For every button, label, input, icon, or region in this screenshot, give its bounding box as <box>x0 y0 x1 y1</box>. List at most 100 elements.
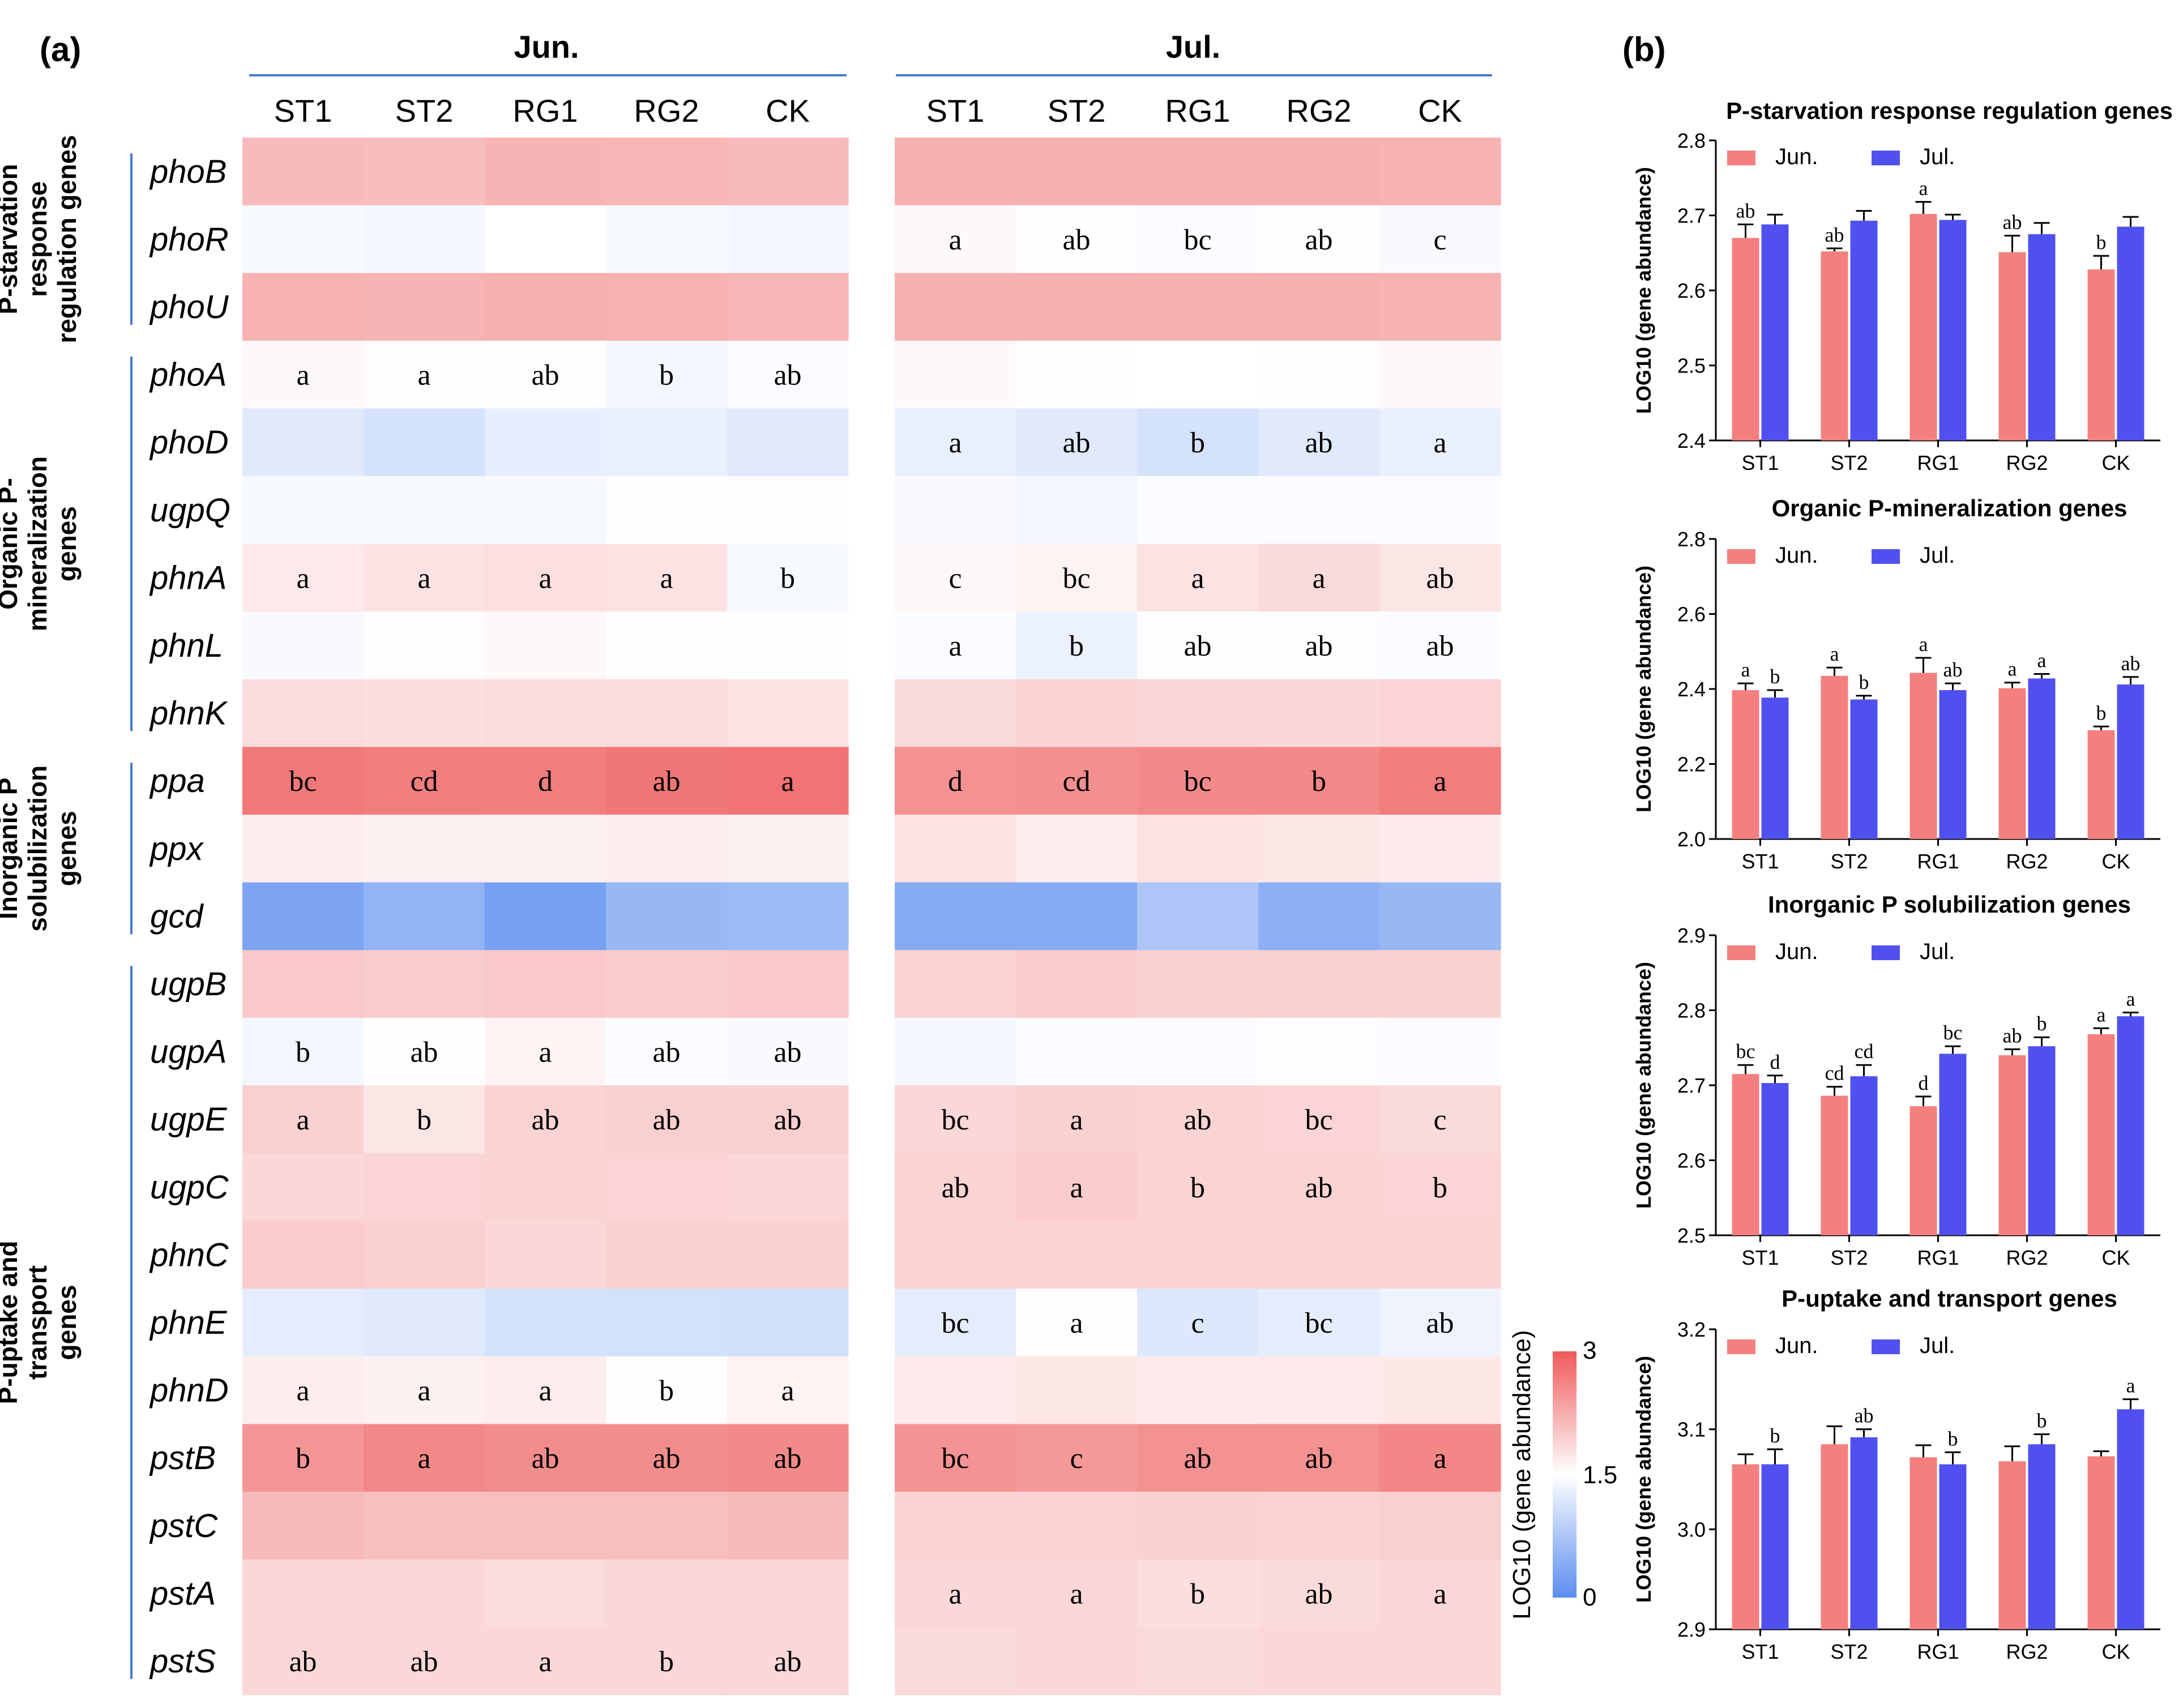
heatmap-cell-phoD-RG1 <box>1137 408 1259 477</box>
bar-chart-title: P-starvation response regulation genes <box>1726 97 2173 124</box>
heatmap-cell-phnA-RG2 <box>606 543 728 612</box>
heatmap-cell-phnL-ST2 <box>1016 611 1138 680</box>
significance-letter: bc <box>289 765 317 798</box>
gene-label-phoB: phoB <box>149 153 227 190</box>
bar-Jul.-ST2 <box>1850 1076 1878 1235</box>
x-tick-label: ST2 <box>1830 451 1868 474</box>
bar-chart-4: P-uptake and transport genes LOG10 (gene … <box>1632 1285 2160 1663</box>
heatmap-cell-phnC-ST1 <box>242 1221 364 1289</box>
heatmap-cell-gcd-ST1 <box>242 882 364 951</box>
heatmap-cell-ugpA-ST1 <box>242 1017 364 1086</box>
heatmap-cell-ppx-CK <box>727 815 849 883</box>
heatmap-cell-pstA-RG1 <box>1137 1559 1259 1628</box>
heatmap-cell-phoU-ST1 <box>242 273 364 341</box>
heatmap-cell-ugpQ-RG1 <box>1137 476 1259 545</box>
heatmap-cell-pstC-ST1 <box>242 1492 364 1560</box>
heatmap-cell-phnL-CK <box>727 611 849 680</box>
gene-label-phoA: phoA <box>149 357 227 393</box>
significance-letter: b <box>1190 1578 1205 1610</box>
bar-significance-letter: ab <box>1855 1405 1874 1427</box>
heatmap-cell-phnK-RG1 <box>1137 679 1259 747</box>
bar-charts: P-starvation response regulation genes LO… <box>1632 97 2173 1663</box>
bar-significance-letter: a <box>2008 658 2017 680</box>
significance-letter: a <box>539 1646 552 1678</box>
group-label-line: transport <box>23 1265 52 1380</box>
heatmap-cell-ugpQ-ST2 <box>1016 476 1138 545</box>
group-label-line: genes <box>52 506 82 581</box>
legend-label: Jun. <box>1775 1333 1818 1358</box>
significance-letter: ab <box>1305 1172 1332 1204</box>
significance-letter: cd <box>1062 765 1090 798</box>
significance-letter: a <box>781 765 794 798</box>
significance-letter: b <box>1190 427 1205 459</box>
heatmap-cell-pstB-ST2 <box>364 1424 485 1492</box>
heatmap-cell-pstB-CK <box>727 1424 849 1492</box>
gene-label-pstS: pstS <box>149 1643 216 1680</box>
heatmap-cell-ugpE-ST1 <box>895 1085 1016 1154</box>
heatmap-cell-phoB-RG2 <box>1258 138 1380 206</box>
bar-Jun.-ST2 <box>1821 251 1848 440</box>
heatmap-cell-phoR-ST1 <box>895 205 1016 273</box>
heatmap-cell-phnA-CK <box>1379 543 1501 612</box>
significance-letter: bc <box>1184 765 1211 798</box>
significance-letter: ab <box>1305 224 1332 256</box>
y-tick-label: 2.5 <box>1677 354 1706 378</box>
heatmap-cell-ugpC-CK <box>727 1153 849 1222</box>
heatmap-cell-phoA-ST1 <box>242 340 364 409</box>
gene-label-phnC: phnC <box>149 1236 229 1273</box>
bar-significance-letter: b <box>1770 1424 1780 1447</box>
significance-letter: a <box>949 630 962 662</box>
heatmap-cell-ugpA-ST2 <box>364 1017 485 1086</box>
heatmap-cell-ppa-RG2 <box>606 747 728 815</box>
y-tick-label: 2.7 <box>1677 1074 1706 1097</box>
heatmap-cell-ppx-RG1 <box>1137 815 1259 883</box>
bar-Jul.-RG1 <box>1939 1054 1967 1235</box>
heatmap-cell-phoR-RG2 <box>1258 205 1380 273</box>
bar-significance-letter: a <box>2126 987 2135 1010</box>
significance-letter: b <box>1433 1172 1447 1204</box>
heatmap-cell-phnC-RG2 <box>606 1221 728 1289</box>
significance-letter: c <box>1191 1307 1204 1339</box>
heatmap-cell-pstB-ST1 <box>242 1424 364 1492</box>
heatmap-cell-ugpB-RG2 <box>1258 950 1380 1018</box>
significance-letter: ab <box>774 1442 801 1475</box>
heatmap-cell-phnD-RG2 <box>1258 1356 1380 1424</box>
y-axis-label: LOG10 (gene abundance) <box>1632 566 1655 812</box>
significance-letter: a <box>417 359 430 392</box>
heatmap-cell-ugpB-CK <box>727 950 849 1018</box>
x-tick-label: ST1 <box>1741 850 1779 873</box>
x-tick-label: RG1 <box>1917 451 1959 474</box>
column-label-CK: CK <box>1418 93 1462 129</box>
gene-label-phoR: phoR <box>149 221 229 258</box>
x-tick-label: CK <box>2101 1640 2130 1663</box>
significance-letter: b <box>780 562 795 594</box>
heatmap-cell-ugpB-ST2 <box>1016 950 1138 1018</box>
bar-Jun.-CK <box>2087 730 2115 839</box>
legend-swatch-Jun. <box>1727 549 1755 564</box>
month-header-jul: Jul. <box>1166 29 1220 65</box>
heatmap-cell-phoR-RG1 <box>1137 205 1259 273</box>
group-label: P-starvationresponseregulation genes <box>0 135 82 343</box>
significance-letter: bc <box>1184 224 1211 256</box>
y-tick-label: 2.0 <box>1677 828 1706 851</box>
significance-letter: bc <box>941 1104 969 1136</box>
bar-Jun.-CK <box>2087 1034 2115 1235</box>
significance-letter: bc <box>1305 1307 1332 1339</box>
heatmap-cell-ugpB-ST1 <box>895 950 1016 1018</box>
x-tick-label: RG2 <box>2006 1246 2048 1269</box>
heatmap-cell-pstB-CK <box>1379 1424 1501 1492</box>
heatmap-cell-phnE-RG2 <box>606 1289 728 1357</box>
significance-letter: b <box>296 1442 310 1475</box>
heatmap-cell-phnD-RG2 <box>606 1356 728 1424</box>
heatmap-cell-ugpA-CK <box>1379 1017 1501 1086</box>
bar-Jul.-ST1 <box>1761 224 1789 440</box>
heatmap-cell-pstS-RG1 <box>1137 1627 1259 1696</box>
y-tick-label: 2.4 <box>1677 429 1706 452</box>
group-label-line: P-uptake and <box>0 1241 23 1405</box>
significance-letter: b <box>1069 630 1084 662</box>
heatmap-cell-ugpQ-ST1 <box>242 476 364 545</box>
y-tick-label: 2.8 <box>1677 999 1706 1022</box>
heatmap-cell-pstS-CK <box>1379 1627 1501 1696</box>
bar-Jun.-ST2 <box>1821 675 1848 839</box>
significance-letter: ab <box>1062 427 1090 459</box>
